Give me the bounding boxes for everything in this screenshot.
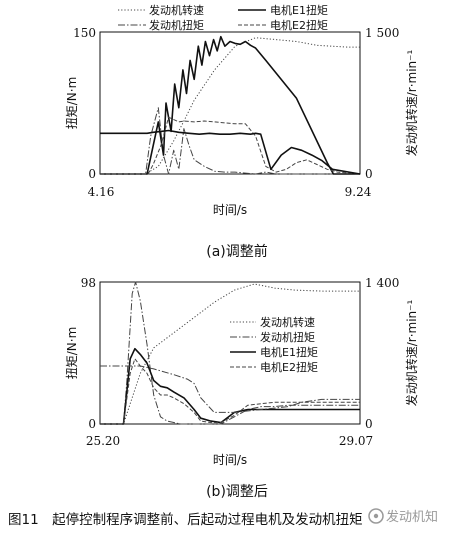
series-line-a-3 bbox=[100, 116, 361, 175]
legend-a: 发动机转速 发动机扭矩 电机E1扭矩 电机E2扭矩 bbox=[118, 3, 328, 32]
series-line-b-3 bbox=[100, 358, 360, 425]
watermark-logo-icon bbox=[368, 508, 384, 524]
series-line-a-1 bbox=[100, 107, 360, 175]
legend-b: 发动机转速 发动机扭矩 电机E1扭矩 电机E2扭矩 bbox=[230, 315, 318, 374]
legend-label-e1-a: 电机E1扭矩 bbox=[270, 3, 328, 17]
legend-label-rpm-b: 发动机转速 bbox=[260, 315, 315, 329]
legend-label-rpm-a: 发动机转速 bbox=[149, 3, 204, 17]
subtitle-a: (a)调整前 bbox=[206, 243, 268, 260]
series-group-a bbox=[100, 35, 361, 175]
legend-label-e2-a: 电机E2扭矩 bbox=[270, 18, 328, 32]
series-group-b bbox=[100, 281, 360, 425]
figure-caption: 图11 起停控制程序调整前、后起动过程电机及发动机扭矩 bbox=[8, 511, 363, 528]
legend-label-e1-b: 电机E1扭矩 bbox=[260, 345, 318, 359]
plot-frame-a bbox=[99, 31, 361, 175]
y-axis-title-a: 扭矩/N·m bbox=[65, 77, 79, 130]
y2-tick-label-top-a: 1 500 bbox=[365, 26, 399, 40]
legend-label-engine-torque-b: 发动机扭矩 bbox=[260, 330, 315, 344]
series-line-b-4 bbox=[100, 365, 360, 413]
y2-tick-label-bottom-a: 0 bbox=[365, 167, 373, 181]
series-line-a-2 bbox=[100, 35, 360, 175]
watermark-logo-dot-icon bbox=[373, 513, 379, 519]
subtitle-b: (b)调整后 bbox=[206, 484, 268, 500]
chart-panel-a: 150 0 1 500 0 4.16 9.24 时间/s 扭矩/N·m 发动机转… bbox=[65, 3, 419, 260]
y-tick-label-top-b: 98 bbox=[81, 276, 96, 290]
series-line-b-0 bbox=[100, 283, 360, 425]
series-line-a-0 bbox=[100, 37, 360, 175]
y-tick-label-top-a: 150 bbox=[73, 26, 96, 40]
x-axis-title-b: 时间/s bbox=[213, 453, 247, 467]
x-tick-label-right-a: 9.24 bbox=[345, 185, 372, 199]
legend-label-e2-b: 电机E2扭矩 bbox=[260, 360, 318, 374]
watermark-text: 发动机知 bbox=[386, 509, 438, 525]
y2-axis-title-a: 发动机转速/r·min⁻¹ bbox=[404, 50, 419, 157]
x-tick-label-left-a: 4.16 bbox=[88, 185, 115, 199]
plot-frame-b bbox=[99, 281, 361, 425]
chart-panel-b: 98 0 1 400 0 25.20 29.07 时间/s 扭矩/N·m 发动机… bbox=[65, 276, 419, 500]
x-axis-title-a: 时间/s bbox=[213, 203, 247, 217]
series-line-a-4 bbox=[100, 129, 361, 175]
y-axis-title-b: 扭矩/N·m bbox=[65, 327, 79, 380]
legend-label-engine-torque-a: 发动机扭矩 bbox=[149, 18, 204, 32]
y2-tick-label-bottom-b: 0 bbox=[365, 417, 373, 431]
y2-axis-title-b: 发动机转速/r·min⁻¹ bbox=[404, 300, 419, 407]
watermark: 发动机知 bbox=[368, 508, 438, 525]
x-tick-label-right-b: 29.07 bbox=[339, 434, 373, 448]
x-tick-label-left-b: 25.20 bbox=[86, 434, 120, 448]
series-line-b-2 bbox=[100, 347, 360, 425]
series-line-b-1 bbox=[100, 281, 360, 425]
y-tick-label-bottom-b: 0 bbox=[88, 417, 96, 431]
y2-tick-label-top-b: 1 400 bbox=[365, 276, 399, 290]
y-tick-label-bottom-a: 0 bbox=[88, 167, 96, 181]
